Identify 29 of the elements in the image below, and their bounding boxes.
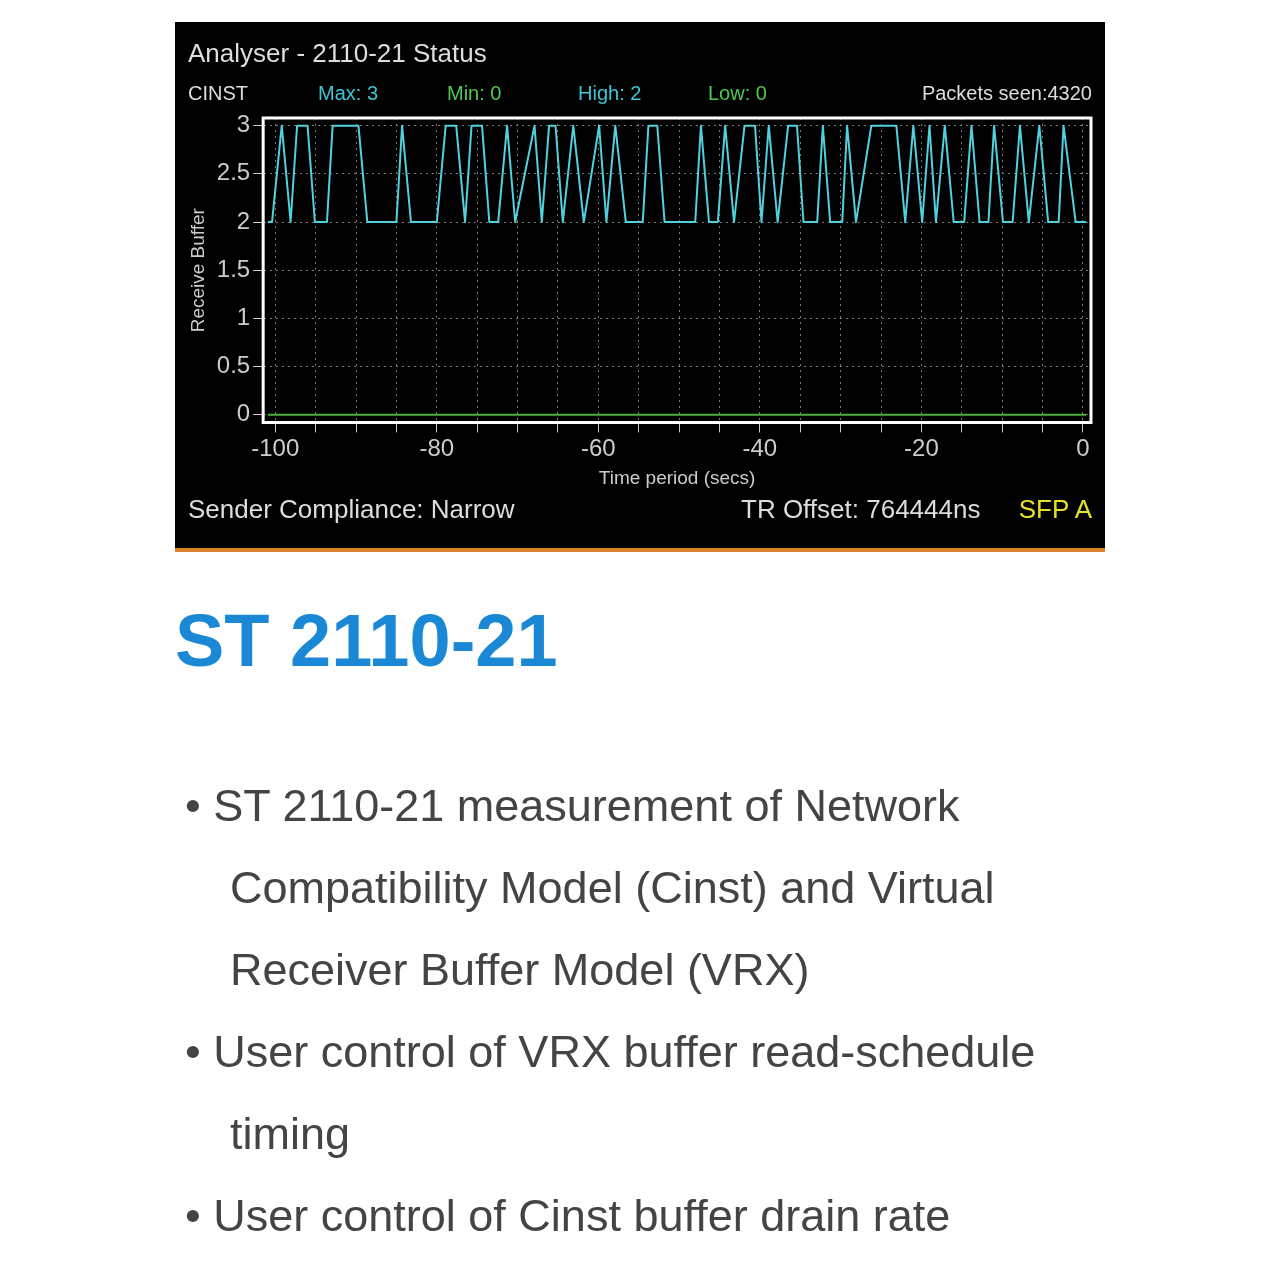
text: Low: 0 xyxy=(708,82,767,105)
y-tick-label: 0.5 xyxy=(216,351,251,379)
text: SFP A xyxy=(1018,494,1092,525)
y-tick-label: 1.5 xyxy=(216,254,251,282)
x-tick-label: 0 xyxy=(1076,434,1090,462)
text: TR Offset: 764444ns xyxy=(741,494,981,525)
text: Max: 3 xyxy=(318,82,379,105)
text: Sender Compliance: Narrow xyxy=(188,494,515,525)
text: High: 2 xyxy=(578,82,642,105)
x-axis-title: Time period (secs) xyxy=(598,466,756,488)
x-tick-label: -80 xyxy=(419,434,455,462)
x-tick-label: -100 xyxy=(251,434,300,462)
text: CINST xyxy=(188,82,248,105)
text: ST 2110-21 xyxy=(175,598,558,683)
text: • User control of Cinst buffer drain rate xyxy=(185,1189,952,1243)
y-tick-label: 1 xyxy=(236,302,251,330)
x-tick-label: -40 xyxy=(742,434,778,462)
chart-title: Analyser - 2110-21 Status xyxy=(188,38,487,69)
x-tick-label: -20 xyxy=(904,434,939,462)
y-tick-label: 2.5 xyxy=(216,158,251,186)
y-tick-label: 2 xyxy=(236,206,251,234)
y-axis-title: Receive Buffer xyxy=(186,207,208,333)
text: • User control of VRX buffer read-schedule timing xyxy=(185,1025,1037,1161)
y-tick-label: 0 xyxy=(236,399,251,427)
text: • ST 2110-21 measurement of Network Compatibility Model (Cinst) and Virtual Receiver Buffer Model (VRX) xyxy=(185,779,996,997)
text: Packets seen:4320 xyxy=(921,82,1092,105)
x-tick-label: -60 xyxy=(580,434,616,462)
y-tick-label: 3 xyxy=(236,110,251,138)
text: Min: 0 xyxy=(447,82,502,105)
